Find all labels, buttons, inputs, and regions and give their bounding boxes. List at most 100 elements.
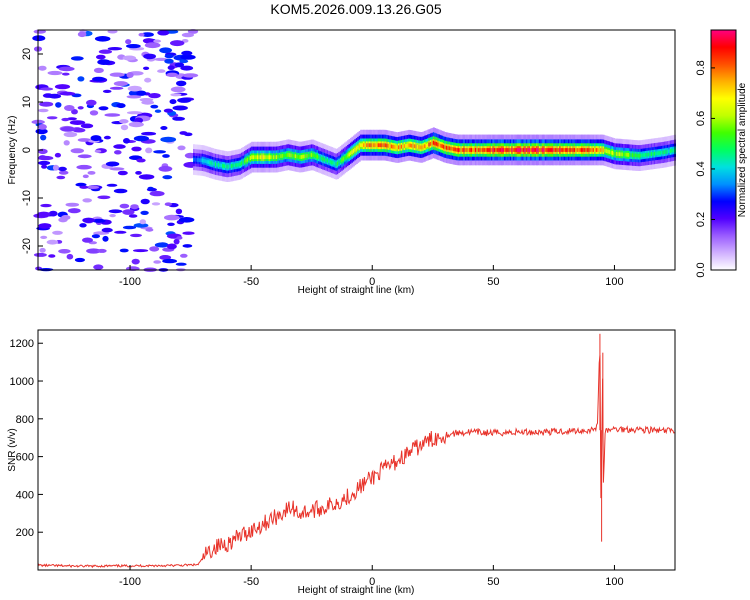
- ridge-cell: [318, 155, 320, 160]
- ridge-cell: [239, 162, 242, 166]
- noise-blob: [105, 161, 120, 167]
- ridge-cell: [403, 144, 406, 148]
- ridge-cell: [575, 148, 578, 152]
- ridge-cell: [559, 148, 562, 152]
- snr-series-line: [37, 355, 675, 569]
- noise-blob: [40, 134, 47, 141]
- ridge-cell: [342, 157, 345, 161]
- ridge-cell: [450, 146, 453, 151]
- ridge-cell: [344, 156, 347, 160]
- noise-blob: [160, 126, 168, 130]
- ridge-cell: [583, 148, 586, 152]
- ridge-cell: [585, 148, 588, 152]
- snr-x-tick-label: -50: [243, 576, 259, 588]
- ridge-cell: [618, 152, 621, 157]
- noise-blob: [40, 87, 54, 91]
- noise-blob: [127, 85, 142, 92]
- ridge-cell: [397, 145, 400, 150]
- ridge-cell: [384, 143, 387, 148]
- noise-blob: [61, 215, 71, 220]
- ridge-cell: [347, 153, 350, 158]
- ridge-cell: [499, 148, 502, 152]
- noise-blob: [62, 72, 70, 76]
- ridge-cell: [652, 152, 655, 156]
- noise-blob: [150, 104, 159, 109]
- ridge-cell: [416, 144, 419, 149]
- noise-blob: [92, 76, 106, 82]
- ridge-cell: [594, 148, 597, 152]
- ridge-cell: [521, 148, 524, 152]
- ridge-cell: [265, 155, 268, 160]
- ridge-cell: [588, 148, 591, 152]
- noise-blob: [139, 98, 154, 102]
- ridge-cell: [504, 148, 506, 152]
- noise-blob: [125, 44, 141, 49]
- ridge-cell: [242, 160, 245, 165]
- ridge-cell: [445, 145, 448, 150]
- ridge-cell: [524, 148, 527, 152]
- noise-blob: [94, 149, 102, 153]
- ridge-cell: [438, 143, 441, 147]
- ridge-cell: [227, 164, 230, 169]
- noise-blob: [37, 155, 54, 161]
- ridge-cell: [379, 143, 381, 148]
- noise-blob: [46, 239, 59, 245]
- ridge-cell: [235, 163, 238, 167]
- noise-blob: [159, 255, 172, 260]
- snr-x-tick-label: 0: [369, 576, 375, 588]
- ridge-cell: [220, 163, 223, 168]
- ridge-cell: [400, 144, 403, 149]
- ridge-cell: [322, 157, 325, 161]
- ridge-cell: [570, 148, 573, 152]
- spectrogram-y-tick-label: 0: [21, 147, 33, 153]
- snr-x-tick-label: -100: [119, 576, 141, 588]
- colorbar-gradient: [710, 29, 737, 271]
- spectrogram-y-tick-label: -20: [21, 238, 33, 254]
- ridge-cell: [310, 153, 313, 157]
- noise-blob: [61, 117, 70, 122]
- ridge-cell: [489, 148, 492, 152]
- noise-blob: [38, 160, 51, 166]
- spectrogram-cells: [31, 29, 676, 272]
- noise-blob: [86, 248, 101, 254]
- noise-blob: [90, 135, 102, 142]
- ridge-cell: [554, 148, 557, 152]
- ridge-cell: [663, 150, 666, 155]
- ridge-cell: [424, 144, 427, 149]
- ridge-cell: [257, 155, 259, 160]
- noise-blob: [66, 253, 74, 260]
- noise-blob: [77, 138, 91, 142]
- ridge-cell: [241, 161, 243, 166]
- noise-blob: [48, 93, 62, 99]
- ridge-cell: [611, 151, 614, 155]
- ridge-cell: [393, 145, 396, 149]
- ridge-cell: [463, 148, 466, 152]
- ridge-cell: [627, 153, 630, 157]
- noise-blob: [106, 183, 118, 187]
- noise-blob: [93, 67, 104, 73]
- ridge-cell: [598, 148, 601, 152]
- noise-blob: [133, 135, 149, 142]
- noise-blob: [109, 214, 116, 218]
- noise-blob: [142, 38, 155, 44]
- ridge-cell: [480, 148, 483, 152]
- ridge-cell: [328, 159, 331, 164]
- ridge-cell: [636, 153, 639, 158]
- ridge-cell: [624, 152, 627, 157]
- ridge-cell: [661, 150, 663, 155]
- noise-blob: [97, 195, 111, 200]
- ridge-cell: [456, 147, 458, 152]
- ridge-cell: [197, 158, 200, 162]
- noise-blob: [119, 203, 130, 209]
- noise-blob: [87, 171, 96, 175]
- ridge-cell: [309, 153, 312, 158]
- noise-blob: [130, 204, 139, 210]
- ridge-cell: [319, 156, 322, 160]
- ridge-cell: [259, 155, 262, 160]
- ridge-cell: [264, 155, 267, 160]
- ridge-cell: [469, 148, 472, 152]
- ridge-cell: [313, 153, 316, 158]
- ridge-cell: [408, 143, 411, 148]
- ridge-cell: [565, 148, 567, 152]
- noise-blob: [63, 140, 70, 146]
